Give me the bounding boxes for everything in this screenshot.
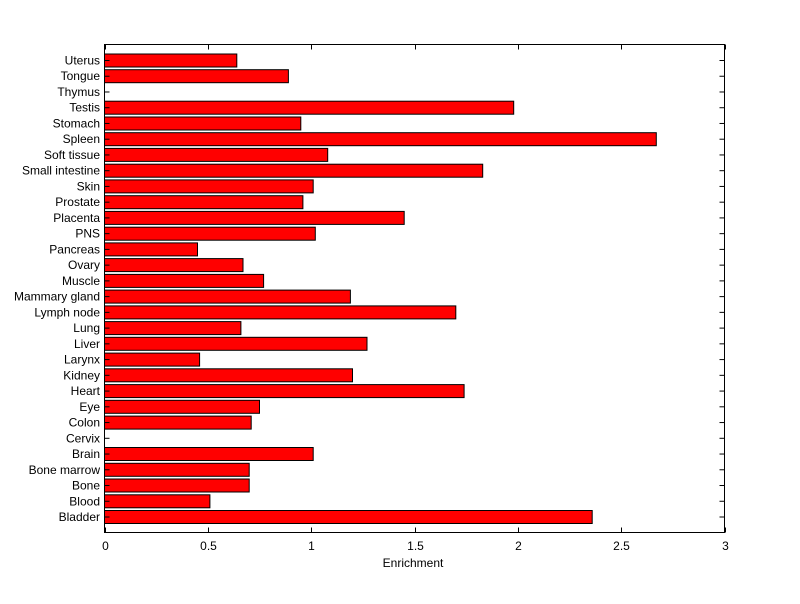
x-tick-label: 0.5 bbox=[200, 539, 217, 553]
y-tick-label: Stomach bbox=[53, 116, 100, 130]
bar-bone-marrow bbox=[104, 462, 250, 477]
bar-ovary bbox=[104, 258, 244, 273]
y-tick-label: PNS bbox=[75, 227, 100, 241]
y-tick-label: Bone marrow bbox=[29, 463, 101, 477]
bar-bladder bbox=[104, 510, 593, 524]
y-tick-label: Spleen bbox=[63, 132, 100, 146]
x-tick-label: 2 bbox=[515, 539, 522, 553]
y-tick-label: Muscle bbox=[62, 274, 100, 288]
bar-spleen bbox=[104, 132, 657, 147]
bar-stomach bbox=[104, 116, 302, 131]
bar-eye bbox=[104, 399, 260, 414]
y-tick-label: Soft tissue bbox=[44, 148, 100, 162]
bar-larynx bbox=[104, 352, 201, 367]
y-tick-label: Mammary gland bbox=[14, 290, 100, 304]
bar-lymph-node bbox=[104, 305, 457, 320]
bar-uterus bbox=[104, 53, 238, 68]
bar-prostate bbox=[104, 195, 304, 210]
bar-small-intestine bbox=[104, 163, 484, 178]
bar-testis bbox=[104, 100, 515, 115]
y-tick-label: Bladder bbox=[59, 510, 100, 524]
y-tick-label: Blood bbox=[69, 494, 100, 508]
x-axis-label: Enrichment bbox=[383, 556, 444, 570]
y-tick-label: Kidney bbox=[63, 368, 100, 382]
x-tick-label: 2.5 bbox=[613, 539, 630, 553]
bar-skin bbox=[104, 179, 314, 194]
bar-pancreas bbox=[104, 242, 198, 257]
bar-blood bbox=[104, 494, 211, 509]
bar-colon bbox=[104, 415, 252, 430]
bar-soft-tissue bbox=[104, 147, 329, 162]
y-tick-label: Liver bbox=[74, 337, 100, 351]
y-tick-label: Prostate bbox=[55, 195, 100, 209]
x-tick-group: 0 0.5 1 1.5 2 2.5 3 bbox=[102, 44, 729, 553]
y-tick-label: Lymph node bbox=[34, 305, 100, 319]
y-tick-label: Eye bbox=[79, 400, 100, 414]
bar-pns bbox=[104, 226, 316, 241]
bar-tongue bbox=[104, 69, 289, 84]
bar-muscle bbox=[104, 273, 265, 288]
y-tick-label: Thymus bbox=[57, 85, 100, 99]
bar-brain bbox=[104, 447, 314, 461]
y-tick-label: Placenta bbox=[53, 211, 100, 225]
y-tick-label: Lung bbox=[73, 321, 100, 335]
y-tick-label: Heart bbox=[71, 384, 101, 398]
x-tick-label: 1 bbox=[308, 539, 315, 553]
y-tick-label: Larynx bbox=[64, 353, 100, 367]
x-tick-label: 1.5 bbox=[407, 539, 424, 553]
y-tick-label: Testis bbox=[69, 101, 100, 115]
bar-placenta bbox=[104, 210, 405, 225]
y-tick-label: Skin bbox=[77, 179, 100, 193]
bar-mammary-gland bbox=[104, 289, 351, 304]
x-tick-label: 0 bbox=[102, 539, 109, 553]
bars-group bbox=[104, 53, 657, 524]
y-tick-label: Brain bbox=[72, 447, 100, 461]
y-tick-label: Bone bbox=[72, 479, 100, 493]
y-tick-label: Small intestine bbox=[22, 164, 100, 178]
bar-bone bbox=[104, 478, 250, 493]
y-tick-label: Pancreas bbox=[49, 242, 100, 256]
x-tick-label: 3 bbox=[722, 539, 729, 553]
y-tick-label: Tongue bbox=[61, 69, 101, 83]
y-tick-label: Colon bbox=[69, 416, 100, 430]
y-tick-label: Uterus bbox=[65, 54, 100, 68]
bar-kidney bbox=[104, 368, 353, 383]
bar-lung bbox=[104, 321, 242, 336]
y-tick-label: Cervix bbox=[66, 431, 100, 445]
bar-liver bbox=[104, 336, 368, 351]
y-tick-label: Ovary bbox=[68, 258, 100, 272]
bar-heart bbox=[104, 384, 465, 399]
plot-frame bbox=[104, 44, 725, 533]
